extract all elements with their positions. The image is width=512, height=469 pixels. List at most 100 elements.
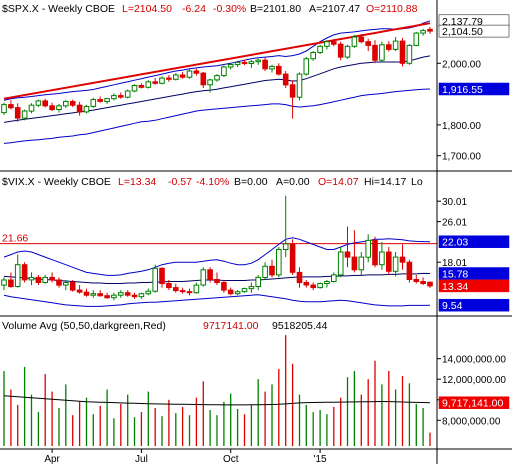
price-tag-box [438, 82, 510, 96]
price-tag-box [438, 396, 510, 409]
candle-body [179, 74, 186, 78]
price-tag-label: 2,137.79 [442, 16, 483, 28]
x-tick-label: '15 [314, 454, 327, 464]
candle-body [214, 279, 220, 283]
candle-body [262, 265, 268, 278]
candle-body [255, 276, 261, 287]
candle-body [351, 256, 358, 271]
candle-body [324, 41, 330, 47]
candle-body [317, 283, 323, 289]
candle-body [269, 265, 275, 276]
vix-low-label: Lo [411, 176, 423, 188]
spx-change-label: -6.24 [182, 3, 206, 15]
spx-ask-label: A=2107.47 [309, 3, 360, 15]
y-tick-label: 30.01 [442, 197, 467, 208]
candle-body [63, 101, 69, 107]
candle-body [296, 73, 303, 98]
y-tick-label: 18.01 [442, 258, 467, 269]
upper-bollinger-band [3, 237, 431, 276]
candle-body [14, 264, 21, 288]
price-tag-box [438, 235, 510, 248]
candle-body [392, 256, 399, 272]
spx-bid-label: B=2101.80 [250, 3, 301, 15]
y-tick-label: 26.01 [442, 218, 467, 229]
candle-body [138, 85, 145, 88]
candle-body [83, 105, 90, 113]
candle-body [21, 110, 28, 119]
candle-body [413, 279, 420, 282]
vix-pct-label: -4.10% [196, 176, 229, 188]
candle-body [76, 104, 83, 113]
candle-body [358, 256, 365, 271]
candle-body [234, 61, 241, 66]
candle-body [179, 290, 186, 293]
y-tick-label: 12,000,000.00 [442, 375, 506, 386]
candle-body [344, 251, 351, 258]
candle-body [111, 294, 117, 299]
candle-body [193, 284, 200, 294]
price-tag-label: 9.54 [442, 300, 463, 312]
x-tick-label: Apr [44, 454, 60, 464]
x-tick-label: Oct [223, 454, 239, 464]
candle-body [28, 104, 35, 112]
candle-body [214, 75, 220, 81]
candle-body [420, 281, 426, 284]
candle-body [248, 61, 255, 65]
spx-symbol-label: $SPX.X - Weekly CBOE [2, 3, 115, 15]
candle-body [173, 74, 179, 80]
y-tick-label: 1,700.00 [442, 152, 481, 163]
candle-body [420, 30, 426, 34]
candle-body [227, 64, 234, 68]
candle-body [303, 58, 310, 75]
candle-body [289, 243, 296, 273]
candle-body [200, 72, 207, 86]
candle-body [63, 282, 69, 286]
volume-value-2: 9518205.44 [272, 320, 328, 332]
candle-body [104, 98, 110, 102]
candle-body [372, 44, 378, 61]
candle-body [90, 99, 97, 107]
candle-body [324, 281, 330, 284]
candle-body [49, 105, 55, 111]
candle-body [166, 77, 172, 80]
candle-body [427, 281, 433, 287]
candle-body [42, 100, 49, 107]
price-tag-box [438, 267, 510, 280]
candle-body [427, 28, 433, 32]
candle-body [124, 90, 131, 98]
resistance-trendline [3, 22, 431, 100]
price-tag-label: 1,916.55 [442, 84, 483, 96]
moving-average-line [3, 55, 431, 123]
candle-body [152, 81, 158, 84]
price-tag-label: 15.78 [442, 269, 468, 281]
price-tag-box [438, 24, 510, 38]
candle-body [90, 293, 97, 296]
candle-body [97, 293, 104, 297]
candle-body [310, 284, 316, 289]
candle-body [76, 289, 83, 293]
candle-body [186, 70, 193, 78]
vix-ask-label: A=0.00 [276, 176, 310, 188]
candle-body [386, 251, 392, 272]
price-tag-label: 22.03 [442, 237, 468, 249]
spx-last-label: L=2104.50 [122, 3, 172, 15]
spx-open-label: O=2110.88 [366, 3, 418, 15]
upper-bollinger-band [3, 20, 431, 101]
candle-body [207, 269, 213, 280]
candle-body [131, 85, 138, 92]
candle-body [372, 239, 378, 266]
candle-body [303, 282, 310, 286]
y-tick-label: 2,000.00 [442, 59, 481, 70]
vix-high-label: Hi=14.17 [364, 176, 406, 188]
candle-body [111, 95, 117, 100]
candle-body [331, 274, 337, 282]
candle-body [221, 66, 227, 77]
candle-body [276, 65, 282, 75]
spx-pct-label: -0.30% [213, 3, 246, 15]
vix-symbol-label: $VIX.X - Weekly CBOE [2, 176, 111, 188]
candle-body [159, 267, 165, 284]
candle-body [1, 279, 7, 286]
candle-body [145, 290, 152, 295]
